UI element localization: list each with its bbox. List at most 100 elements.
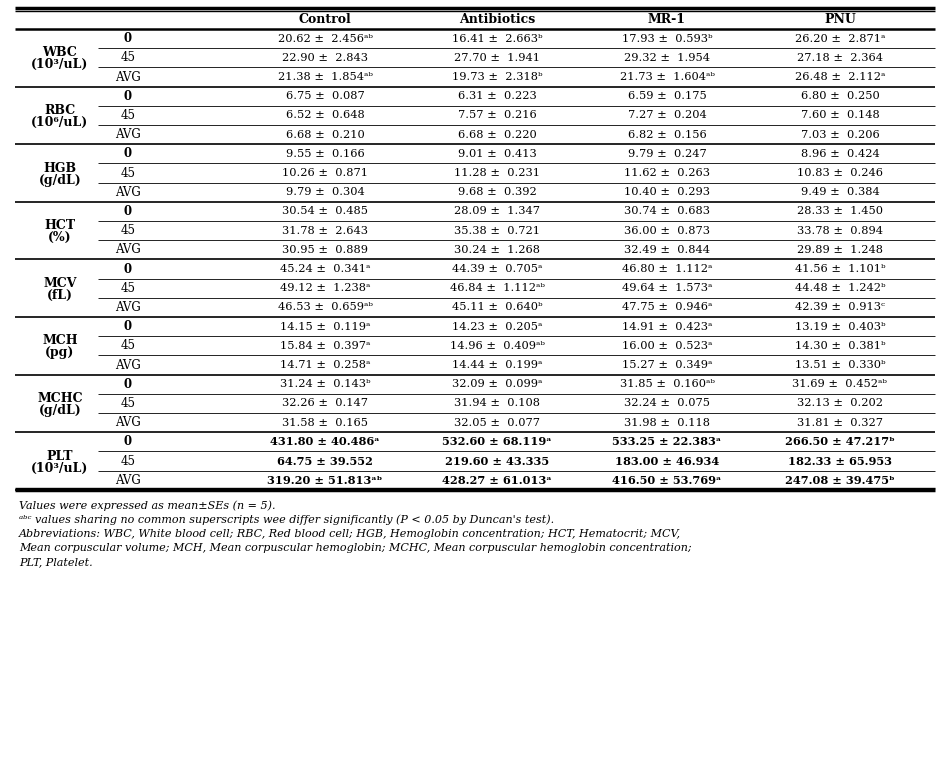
Text: 0: 0 — [124, 262, 132, 275]
Text: 9.55 ±  0.166: 9.55 ± 0.166 — [286, 149, 364, 159]
Text: 14.23 ±  0.205ᵃ: 14.23 ± 0.205ᵃ — [452, 321, 542, 332]
Text: PLT, Platelet.: PLT, Platelet. — [19, 557, 93, 567]
Text: 49.64 ±  1.573ᵃ: 49.64 ± 1.573ᵃ — [622, 283, 712, 293]
Text: 31.85 ±  0.160ᵃᵇ: 31.85 ± 0.160ᵃᵇ — [619, 379, 715, 389]
Text: (fL): (fL) — [47, 288, 73, 301]
Text: 44.48 ±  1.242ᵇ: 44.48 ± 1.242ᵇ — [795, 283, 885, 293]
Text: 247.08 ± 39.475ᵇ: 247.08 ± 39.475ᵇ — [785, 475, 895, 486]
Text: HCT: HCT — [44, 219, 76, 232]
Text: 15.27 ±  0.349ᵃ: 15.27 ± 0.349ᵃ — [622, 360, 712, 370]
Text: 6.80 ±  0.250: 6.80 ± 0.250 — [801, 92, 880, 101]
Text: 19.73 ±  2.318ᵇ: 19.73 ± 2.318ᵇ — [451, 72, 542, 82]
Text: 16.41 ±  2.663ᵇ: 16.41 ± 2.663ᵇ — [451, 34, 542, 43]
Text: 45: 45 — [121, 166, 136, 179]
Text: 7.60 ±  0.148: 7.60 ± 0.148 — [801, 111, 880, 121]
Text: 31.58 ±  0.165: 31.58 ± 0.165 — [282, 417, 368, 427]
Text: 46.84 ±  1.112ᵃᵇ: 46.84 ± 1.112ᵃᵇ — [449, 283, 545, 293]
Text: 27.18 ±  2.364: 27.18 ± 2.364 — [797, 53, 883, 63]
Text: 26.20 ±  2.871ᵃ: 26.20 ± 2.871ᵃ — [795, 34, 885, 43]
Text: 22.90 ±  2.843: 22.90 ± 2.843 — [282, 53, 368, 63]
Text: 17.93 ±  0.593ᵇ: 17.93 ± 0.593ᵇ — [622, 34, 713, 43]
Text: 9.01 ±  0.413: 9.01 ± 0.413 — [458, 149, 536, 159]
Text: 14.91 ±  0.423ᵃ: 14.91 ± 0.423ᵃ — [622, 321, 712, 332]
Text: 8.96 ±  0.424: 8.96 ± 0.424 — [801, 149, 880, 159]
Text: 32.09 ±  0.099ᵃ: 32.09 ± 0.099ᵃ — [452, 379, 542, 389]
Text: 6.82 ±  0.156: 6.82 ± 0.156 — [628, 130, 706, 140]
Text: 31.94 ±  0.108: 31.94 ± 0.108 — [454, 398, 540, 408]
Text: 45: 45 — [121, 109, 136, 122]
Text: 45.24 ±  0.341ᵃ: 45.24 ± 0.341ᵃ — [279, 264, 370, 274]
Text: Antibiotics: Antibiotics — [459, 13, 535, 26]
Text: 29.89 ±  1.248: 29.89 ± 1.248 — [797, 245, 883, 255]
Text: 45: 45 — [121, 340, 136, 353]
Text: 42.39 ±  0.913ᶜ: 42.39 ± 0.913ᶜ — [795, 302, 885, 312]
Text: 32.24 ±  0.075: 32.24 ± 0.075 — [624, 398, 710, 408]
Text: 32.13 ±  0.202: 32.13 ± 0.202 — [797, 398, 883, 408]
Text: 266.50 ± 47.217ᵇ: 266.50 ± 47.217ᵇ — [785, 436, 895, 447]
Text: AVG: AVG — [115, 301, 141, 314]
Text: 6.52 ±  0.648: 6.52 ± 0.648 — [286, 111, 364, 121]
Text: 26.48 ±  2.112ᵃ: 26.48 ± 2.112ᵃ — [795, 72, 885, 82]
Text: 64.75 ± 39.552: 64.75 ± 39.552 — [277, 456, 373, 466]
Text: 6.75 ±  0.087: 6.75 ± 0.087 — [286, 92, 364, 101]
Text: AVG: AVG — [115, 70, 141, 83]
Text: 0: 0 — [124, 378, 132, 391]
Text: 44.39 ±  0.705ᵃ: 44.39 ± 0.705ᵃ — [452, 264, 542, 274]
Text: 11.62 ±  0.263: 11.62 ± 0.263 — [624, 168, 710, 178]
Text: AVG: AVG — [115, 185, 141, 198]
Text: (10³/uL): (10³/uL) — [31, 462, 89, 475]
Text: 14.44 ±  0.199ᵃ: 14.44 ± 0.199ᵃ — [452, 360, 542, 370]
Text: 10.26 ±  0.871: 10.26 ± 0.871 — [282, 168, 368, 178]
Text: 0: 0 — [124, 205, 132, 218]
Text: 7.03 ±  0.206: 7.03 ± 0.206 — [801, 130, 880, 140]
Text: (g/dL): (g/dL) — [39, 173, 81, 186]
Text: 0: 0 — [124, 90, 132, 103]
Text: 28.33 ±  1.450: 28.33 ± 1.450 — [797, 207, 883, 217]
Text: PLT: PLT — [47, 449, 74, 462]
Text: ᵃᵇᶜ values sharing no common superscripts wee differ significantly (P < 0.05 by : ᵃᵇᶜ values sharing no common superscript… — [19, 514, 554, 525]
Text: 15.84 ±  0.397ᵃ: 15.84 ± 0.397ᵃ — [279, 341, 370, 351]
Text: 0: 0 — [124, 32, 132, 45]
Text: 45: 45 — [121, 455, 136, 468]
Text: HGB: HGB — [43, 162, 76, 175]
Text: 219.60 ± 43.335: 219.60 ± 43.335 — [445, 456, 549, 466]
Text: AVG: AVG — [115, 243, 141, 256]
Text: 10.40 ±  0.293: 10.40 ± 0.293 — [624, 187, 710, 197]
Text: 36.00 ±  0.873: 36.00 ± 0.873 — [624, 226, 710, 236]
Text: MCHC: MCHC — [37, 392, 83, 405]
Text: AVG: AVG — [115, 416, 141, 429]
Text: 16.00 ±  0.523ᵃ: 16.00 ± 0.523ᵃ — [622, 341, 712, 351]
Text: 47.75 ±  0.946ᵃ: 47.75 ± 0.946ᵃ — [622, 302, 712, 312]
Text: (pg): (pg) — [45, 346, 75, 359]
Text: 0: 0 — [124, 436, 132, 449]
Text: 32.05 ±  0.077: 32.05 ± 0.077 — [454, 417, 540, 427]
Text: 11.28 ±  0.231: 11.28 ± 0.231 — [454, 168, 540, 178]
Text: 319.20 ± 51.813ᵃᵇ: 319.20 ± 51.813ᵃᵇ — [267, 475, 382, 486]
Text: MCH: MCH — [42, 334, 77, 347]
Text: Values were expressed as mean±SEs (n = 5).: Values were expressed as mean±SEs (n = 5… — [19, 501, 276, 511]
Text: (g/dL): (g/dL) — [39, 404, 81, 417]
Text: AVG: AVG — [115, 128, 141, 141]
Text: 33.78 ±  0.894: 33.78 ± 0.894 — [797, 226, 883, 236]
Text: 21.38 ±  1.854ᵃᵇ: 21.38 ± 1.854ᵃᵇ — [278, 72, 373, 82]
Text: 532.60 ± 68.119ᵃ: 532.60 ± 68.119ᵃ — [442, 436, 551, 447]
Text: 9.79 ±  0.247: 9.79 ± 0.247 — [628, 149, 706, 159]
Text: 49.12 ±  1.238ᵃ: 49.12 ± 1.238ᵃ — [279, 283, 370, 293]
Text: 32.26 ±  0.147: 32.26 ± 0.147 — [282, 398, 368, 408]
Text: 46.53 ±  0.659ᵃᵇ: 46.53 ± 0.659ᵃᵇ — [278, 302, 373, 312]
Text: 14.96 ±  0.409ᵃᵇ: 14.96 ± 0.409ᵃᵇ — [449, 341, 545, 351]
Text: 428.27 ± 61.013ᵃ: 428.27 ± 61.013ᵃ — [442, 475, 552, 486]
Text: 431.80 ± 40.486ᵃ: 431.80 ± 40.486ᵃ — [270, 436, 379, 447]
Text: 9.68 ±  0.392: 9.68 ± 0.392 — [458, 187, 536, 197]
Text: 183.00 ± 46.934: 183.00 ± 46.934 — [615, 456, 719, 466]
Text: 14.15 ±  0.119ᵃ: 14.15 ± 0.119ᵃ — [279, 321, 370, 332]
Text: 9.79 ±  0.304: 9.79 ± 0.304 — [286, 187, 364, 197]
Text: 41.56 ±  1.101ᵇ: 41.56 ± 1.101ᵇ — [795, 264, 885, 274]
Text: 30.54 ±  0.485: 30.54 ± 0.485 — [282, 207, 368, 217]
Text: 30.95 ±  0.889: 30.95 ± 0.889 — [282, 245, 368, 255]
Text: AVG: AVG — [115, 359, 141, 372]
Text: 35.38 ±  0.721: 35.38 ± 0.721 — [454, 226, 540, 236]
Text: Abbreviations: WBC, White blood cell; RBC, Red blood cell; HGB, Hemoglobin conce: Abbreviations: WBC, White blood cell; RB… — [19, 529, 681, 539]
Text: 45: 45 — [121, 282, 136, 295]
Text: Mean corpuscular volume; MCH, Mean corpuscular hemoglobin; MCHC, Mean corpuscula: Mean corpuscular volume; MCH, Mean corpu… — [19, 542, 692, 553]
